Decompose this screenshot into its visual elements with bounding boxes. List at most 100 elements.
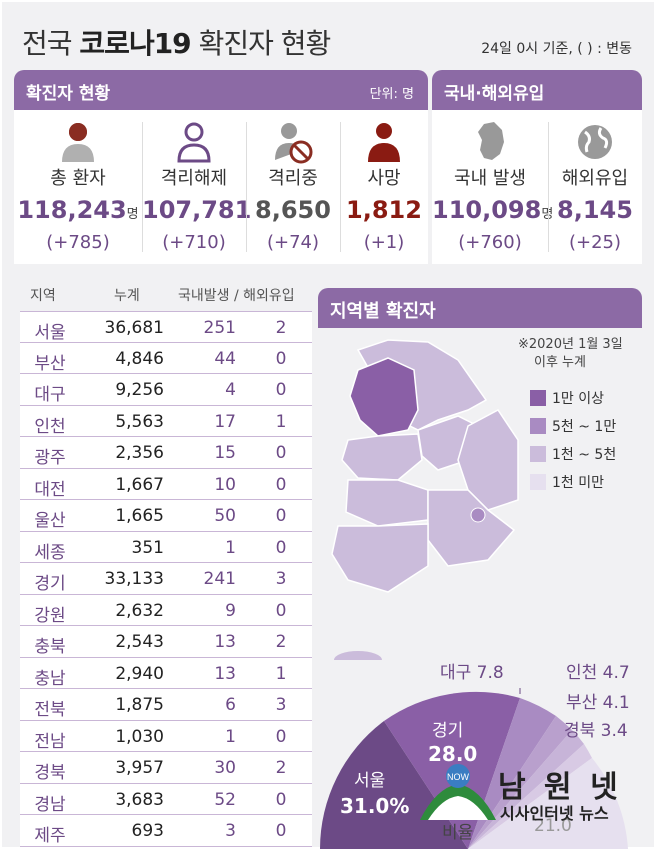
legend-swatch (530, 418, 546, 434)
stat-change: (+1) (340, 232, 428, 253)
cell-region: 부산 (20, 349, 80, 374)
cell-total: 33,133 (80, 569, 174, 589)
korea-map-icon (470, 120, 510, 164)
legend-swatch (530, 390, 546, 406)
person-icon (58, 120, 98, 164)
cell-imported: 0 (250, 538, 312, 558)
stat-deaths: 사망 1,812 (+1) (340, 110, 428, 264)
stat-value: 8,145 (548, 196, 642, 224)
cell-total: 2,632 (80, 601, 174, 621)
cell-region: 서울 (20, 318, 80, 343)
stat-label: 격리해제 (142, 164, 246, 190)
cell-region: 인천 (20, 412, 80, 437)
stat-change: (+710) (142, 232, 246, 253)
legend-item: 1만 이상 (530, 388, 604, 408)
stat-domestic: 국내 발생 110,098명 (+760) (432, 110, 548, 264)
cell-region: 대전 (20, 475, 80, 500)
ratio-label-daegu: 대구 7.8 (440, 658, 504, 683)
stat-value: 8,650 (246, 196, 340, 224)
cell-domestic: 44 (174, 349, 250, 369)
stat-label: 총 환자 (14, 164, 142, 190)
table-row: 제주 693 3 0 (20, 815, 312, 847)
region-table: 서울 36,681 251 2 부산 4,846 44 0 대구 9,256 4 0 인천 5,563 17… (20, 311, 312, 847)
legend-label: 5천 ~ 1만 (552, 419, 616, 435)
origin-section-header: 국내·해외유입 (432, 70, 642, 110)
cell-total: 1,665 (80, 506, 174, 526)
stat-total: 총 환자 118,243명 (+785) (14, 110, 142, 264)
cell-total: 9,256 (80, 380, 174, 400)
cell-region: 대구 (20, 380, 80, 405)
cell-total: 3,957 (80, 758, 174, 778)
legend-swatch (530, 446, 546, 462)
column-header-split: 국내발생 / 해외유입 (178, 285, 295, 305)
stat-imported: 해외유입 8,145 (+25) (548, 110, 642, 264)
cell-total: 4,846 (80, 349, 174, 369)
cell-region: 경기 (20, 569, 80, 594)
region-daegu (471, 508, 485, 522)
cell-domestic: 9 (174, 601, 250, 621)
cell-total: 1,030 (80, 727, 174, 747)
table-row: 인천 5,563 17 1 (20, 406, 312, 438)
legend-label: 1만 이상 (552, 391, 604, 407)
cell-imported: 1 (250, 664, 312, 684)
legend-item: 5천 ~ 1만 (530, 416, 616, 436)
table-row: 광주 2,356 15 0 (20, 437, 312, 469)
ratio-label-incheon: 인천 4.7 (566, 658, 630, 683)
cell-region: 전남 (20, 727, 80, 752)
table-row: 충남 2,940 13 1 (20, 658, 312, 690)
cell-domestic: 4 (174, 380, 250, 400)
legend-label: 1천 ~ 5천 (552, 447, 616, 463)
cell-region: 전북 (20, 695, 80, 720)
status-panel: 총 환자 118,243명 (+785) 격리해제 107,781 (+710)… (14, 110, 428, 264)
stat-label: 해외유입 (548, 164, 642, 190)
cell-imported: 2 (250, 318, 312, 338)
region-jeju (334, 651, 382, 660)
cell-imported: 0 (250, 601, 312, 621)
cell-imported: 2 (250, 632, 312, 652)
table-row: 부산 4,846 44 0 (20, 343, 312, 375)
namwon-logo-mark: NOW (416, 758, 500, 828)
table-row: 세종 351 1 0 (20, 532, 312, 564)
cell-region: 경남 (20, 790, 80, 815)
cell-domestic: 6 (174, 695, 250, 715)
table-row: 전북 1,875 6 3 (20, 689, 312, 721)
stat-value: 1,812 (340, 196, 428, 224)
region-jeonbuk (346, 480, 428, 526)
table-row: 울산 1,665 50 0 (20, 500, 312, 532)
cell-domestic: 52 (174, 790, 250, 810)
cell-imported: 0 (250, 380, 312, 400)
cell-total: 693 (80, 821, 174, 841)
stat-value: 110,098명 (432, 196, 548, 224)
cell-domestic: 1 (174, 727, 250, 747)
cell-region: 세종 (20, 538, 80, 563)
person-death-icon (364, 120, 404, 164)
stat-released: 격리해제 107,781 (+710) (142, 110, 246, 264)
ratio-value-seoul: 31.0% (340, 794, 409, 818)
logo-tagline: 시사인터넷 뉴스 (500, 800, 609, 824)
ratio-label-gyeonggi: 경기 (432, 716, 463, 741)
cell-total: 36,681 (80, 318, 174, 338)
cell-total: 2,356 (80, 443, 174, 463)
region-chungnam (342, 434, 422, 480)
table-row: 강원 2,632 9 0 (20, 595, 312, 627)
legend-swatch (530, 474, 546, 490)
cell-region: 울산 (20, 506, 80, 531)
legend-label: 1천 미만 (552, 475, 604, 491)
cell-domestic: 10 (174, 475, 250, 495)
stat-label: 격리중 (246, 164, 340, 190)
stat-label: 사망 (340, 164, 428, 190)
cell-domestic: 241 (174, 569, 250, 589)
cell-imported: 0 (250, 475, 312, 495)
cell-region: 광주 (20, 443, 80, 468)
cell-imported: 0 (250, 506, 312, 526)
table-row: 전남 1,030 1 0 (20, 721, 312, 753)
cell-region: 제주 (20, 821, 80, 846)
legend-item: 1천 미만 (530, 472, 604, 492)
person-blocked-icon (273, 120, 313, 164)
stat-value: 118,243명 (14, 196, 142, 224)
cell-domestic: 1 (174, 538, 250, 558)
stat-change: (+785) (14, 232, 142, 253)
cell-total: 5,563 (80, 412, 174, 432)
cell-imported: 1 (250, 412, 312, 432)
cell-domestic: 13 (174, 664, 250, 684)
